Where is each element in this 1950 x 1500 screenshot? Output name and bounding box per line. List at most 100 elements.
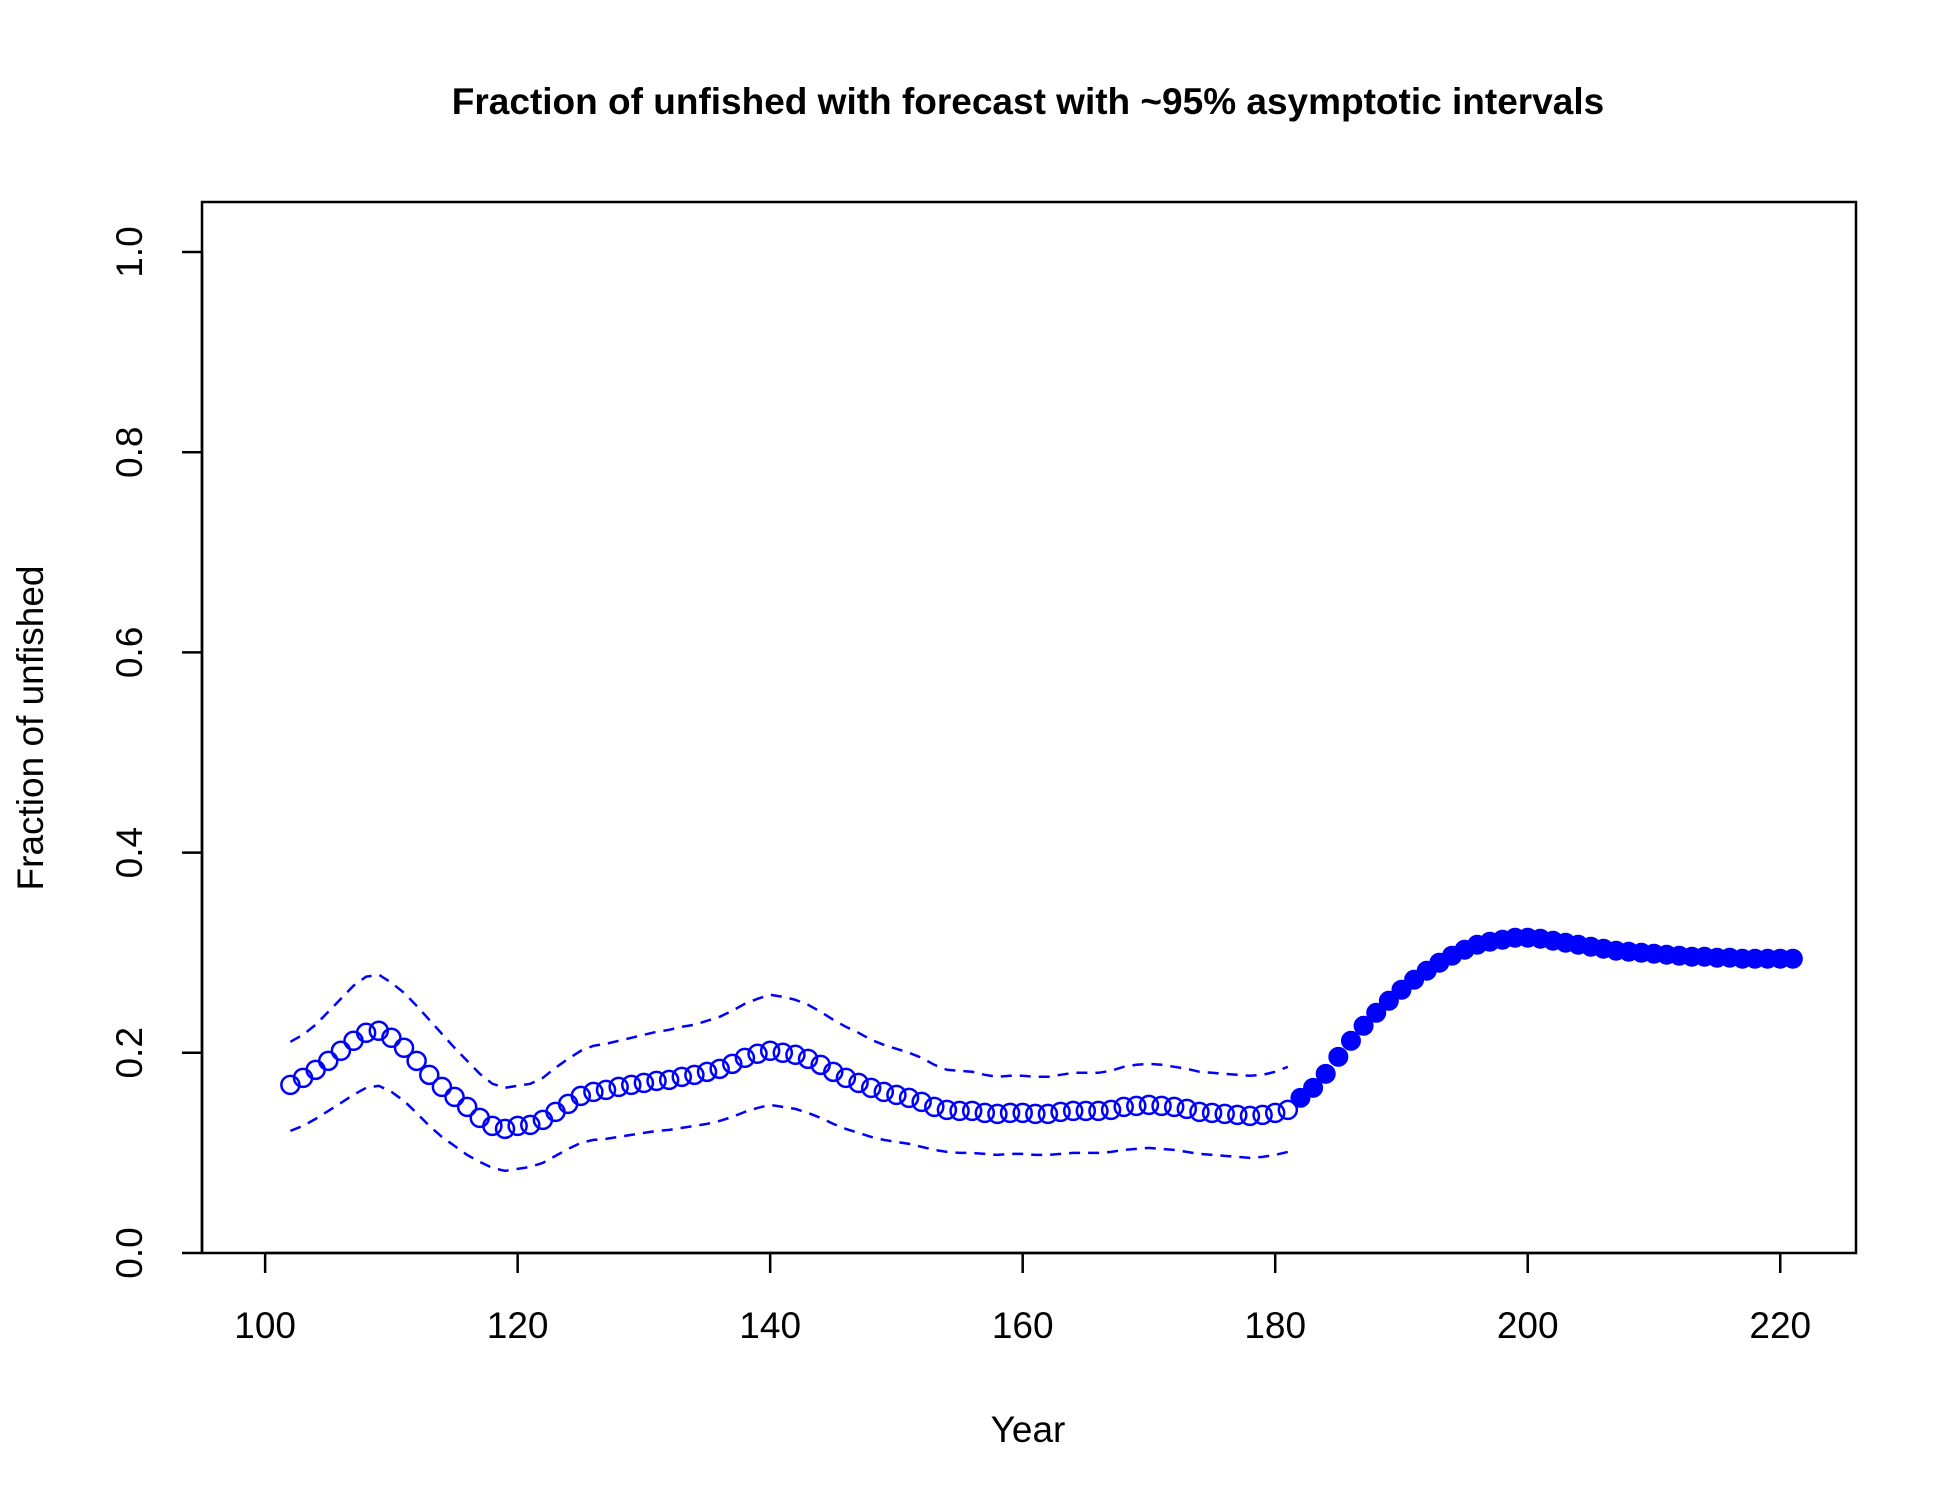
- y-tick-label: 0.6: [109, 627, 150, 678]
- estimate-point: [936, 1099, 958, 1121]
- forecast-point: [1782, 948, 1803, 969]
- estimate-point: [734, 1047, 756, 1069]
- x-tick-label: 180: [1244, 1305, 1306, 1346]
- series-layer: [280, 927, 1803, 1173]
- estimate-point: [974, 1102, 996, 1124]
- estimate-point: [886, 1084, 907, 1106]
- estimate-point: [722, 1053, 743, 1075]
- x-tick-label: 160: [992, 1305, 1054, 1346]
- estimate-point: [1201, 1102, 1223, 1124]
- estimate-point: [1189, 1101, 1210, 1123]
- estimate-point: [987, 1103, 1008, 1125]
- estimate-point: [924, 1096, 945, 1118]
- forecast-point: [1340, 1030, 1361, 1051]
- estimate-point: [330, 1040, 352, 1062]
- estimate-point: [1138, 1094, 1160, 1116]
- estimate-point: [949, 1100, 970, 1122]
- estimate-point: [848, 1072, 869, 1094]
- x-axis: 100 120 140 160 180 200 220: [234, 1251, 1811, 1346]
- estimate-point: [835, 1067, 857, 1089]
- estimate-point: [1100, 1099, 1122, 1121]
- estimate-point: [456, 1096, 478, 1118]
- x-tick-label: 100: [234, 1305, 296, 1346]
- estimate-point: [658, 1069, 680, 1091]
- forecast-point: [1378, 990, 1399, 1011]
- estimate-point: [797, 1048, 819, 1070]
- estimate-point: [608, 1076, 629, 1098]
- y-axis: 0.0 0.2 0.4 0.6 0.8 1.0: [109, 226, 204, 1279]
- estimate-point: [696, 1061, 718, 1083]
- estimate-point: [759, 1040, 781, 1062]
- x-tick-label: 220: [1749, 1305, 1811, 1346]
- estimate-point: [772, 1042, 794, 1064]
- estimate-point: [961, 1100, 983, 1122]
- estimate-point: [318, 1050, 339, 1072]
- estimate-point: [709, 1058, 730, 1080]
- estimate-point: [393, 1037, 415, 1059]
- forecast-series: [1290, 927, 1803, 1108]
- x-tick-label: 200: [1497, 1305, 1559, 1346]
- estimate-point: [1050, 1101, 1071, 1123]
- estimate-point: [621, 1074, 642, 1096]
- estimate-point: [1239, 1105, 1261, 1127]
- estimate-point: [595, 1079, 617, 1101]
- estimate-point: [494, 1118, 516, 1140]
- estimate-point: [419, 1064, 440, 1086]
- estimate-point: [1252, 1104, 1273, 1126]
- y-tick-label: 0.2: [109, 1027, 150, 1078]
- x-tick-label: 120: [487, 1305, 549, 1346]
- estimate-point: [570, 1085, 592, 1107]
- estimate-point: [444, 1086, 465, 1108]
- estimate-point: [1151, 1095, 1172, 1117]
- estimate-point: [873, 1081, 895, 1103]
- estimate-point: [1163, 1096, 1185, 1118]
- interval-line: [289, 1084, 1289, 1173]
- x-tick-label: 140: [739, 1305, 801, 1346]
- estimate-point: [1264, 1102, 1286, 1124]
- estimate-point: [646, 1070, 667, 1092]
- interval-line: [289, 973, 1289, 1090]
- estimate-point: [1025, 1103, 1046, 1125]
- estimate-point: [406, 1050, 427, 1072]
- estimate-point: [671, 1066, 693, 1088]
- estimate-point: [1075, 1100, 1097, 1122]
- estimate-point: [1176, 1098, 1198, 1120]
- estimate-point: [747, 1043, 768, 1065]
- estimate-point: [785, 1044, 806, 1066]
- forecast-point: [1303, 1077, 1324, 1098]
- estimate-series: [280, 1020, 1299, 1140]
- y-tick-label: 0.0: [109, 1227, 150, 1278]
- estimate-point: [520, 1114, 541, 1136]
- estimate-point: [1227, 1104, 1248, 1126]
- estimate-point: [1277, 1099, 1299, 1121]
- estimate-point: [1012, 1102, 1033, 1124]
- estimate-point: [482, 1115, 503, 1137]
- estimate-point: [860, 1077, 882, 1099]
- estimate-point: [1088, 1100, 1109, 1122]
- forecast-point: [1328, 1046, 1349, 1067]
- chart-title: Fraction of unfished with forecast with …: [452, 81, 1604, 122]
- forecast-point: [1315, 1063, 1336, 1084]
- estimate-point: [999, 1102, 1021, 1124]
- estimate-point: [583, 1081, 604, 1103]
- y-tick-label: 0.4: [109, 827, 150, 878]
- estimate-point: [381, 1027, 402, 1049]
- estimate-point: [1113, 1096, 1134, 1118]
- forecast-point: [1353, 1015, 1374, 1036]
- forecast-point: [1366, 1002, 1387, 1023]
- y-tick-label: 1.0: [109, 226, 150, 277]
- estimate-point: [431, 1076, 453, 1098]
- y-tick-label: 0.8: [109, 427, 150, 478]
- estimate-point: [1126, 1095, 1147, 1117]
- x-axis-label: Year: [991, 1409, 1066, 1450]
- estimate-point: [355, 1022, 377, 1044]
- estimate-point: [1214, 1103, 1235, 1125]
- estimate-point: [1062, 1100, 1084, 1122]
- y-axis-label: Fraction of unfished: [10, 566, 51, 891]
- estimate-point: [633, 1072, 655, 1094]
- estimate-point: [898, 1087, 920, 1109]
- estimate-point: [684, 1064, 705, 1086]
- estimate-point: [823, 1061, 844, 1083]
